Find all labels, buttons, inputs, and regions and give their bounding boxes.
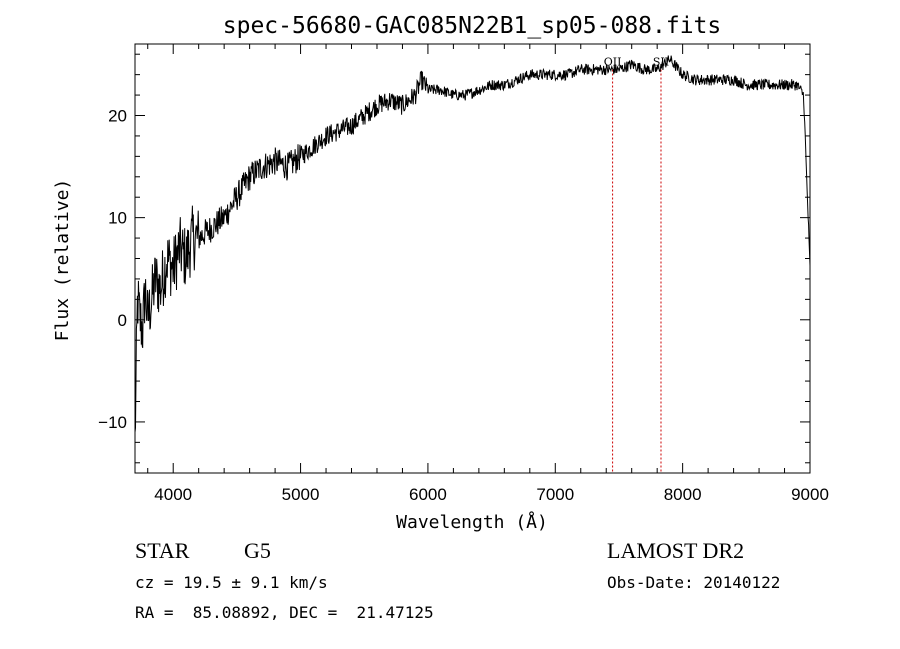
series-layer [134,55,811,433]
chart-title: spec-56680-GAC085N22B1_sp05-088.fits [223,13,722,39]
object-subclass: G5 [244,538,271,563]
plot-frame [134,43,811,474]
spectral-lines: OII SII [604,56,669,473]
x-tick-label: 8000 [664,485,702,504]
y-tick-label: 0 [118,311,127,330]
x-tick-label: 5000 [282,485,320,504]
x-tick-label: 4000 [154,485,192,504]
y-tick-label: 20 [108,107,127,126]
spectrum-series-line [134,55,811,433]
x-tick-label: 9000 [791,485,829,504]
coordinates-text: RA = 85.08892, DEC = 21.47125 [135,603,434,622]
redshift-text: cz = 19.5 ± 9.1 km/s [135,573,328,592]
x-tick-label: 7000 [536,485,574,504]
spectrum-chart: spec-56680-GAC085N22B1_sp05-088.fits OII… [52,13,829,533]
y-axis-label: Flux (relative) [52,179,73,342]
survey-name: LAMOST DR2 [607,538,745,563]
obs-date: Obs-Date: 20140122 [607,573,781,592]
spectral-line-label: OII [604,56,622,69]
x-axis-label: Wavelength (Å) [396,511,548,533]
axis-ticks: 4000 5000 6000 7000 8000 9000 −10 0 10 20 [98,44,829,504]
object-class: STAR [135,538,190,563]
y-tick-label: 10 [108,209,127,228]
x-tick-label: 6000 [409,485,447,504]
y-tick-label: −10 [98,413,127,432]
